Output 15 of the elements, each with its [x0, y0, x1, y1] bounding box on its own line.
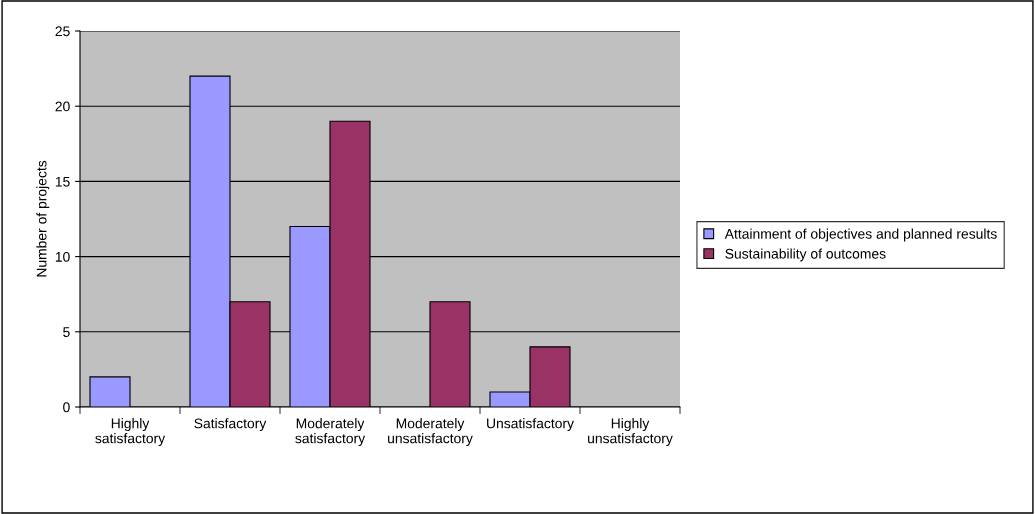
legend-label: Attainment of objectives and planned results	[724, 228, 997, 242]
x-tick-label: Highly unsatisfactory	[588, 418, 673, 447]
x-tick-label: Highly satisfactory	[95, 418, 166, 447]
y-tick-label: 10	[55, 251, 70, 262]
x-tick-label: Moderately satisfactory	[295, 418, 366, 447]
x-tick-label: Moderately unsatisfactory	[388, 418, 473, 447]
y-tick-label: 5	[63, 327, 70, 337]
y-axis-title: Number of projects	[36, 160, 50, 277]
y-tick-label: 15	[55, 176, 70, 187]
y-tick-label: 0	[63, 402, 70, 413]
y-tick-label: 25	[55, 26, 70, 37]
x-tick-label: Unsatisfactory	[487, 418, 574, 432]
y-tick-label: 20	[55, 101, 70, 112]
x-tick-label: Satisfactory	[194, 418, 267, 432]
legend-label: Sustainability of outcomes	[725, 248, 886, 262]
